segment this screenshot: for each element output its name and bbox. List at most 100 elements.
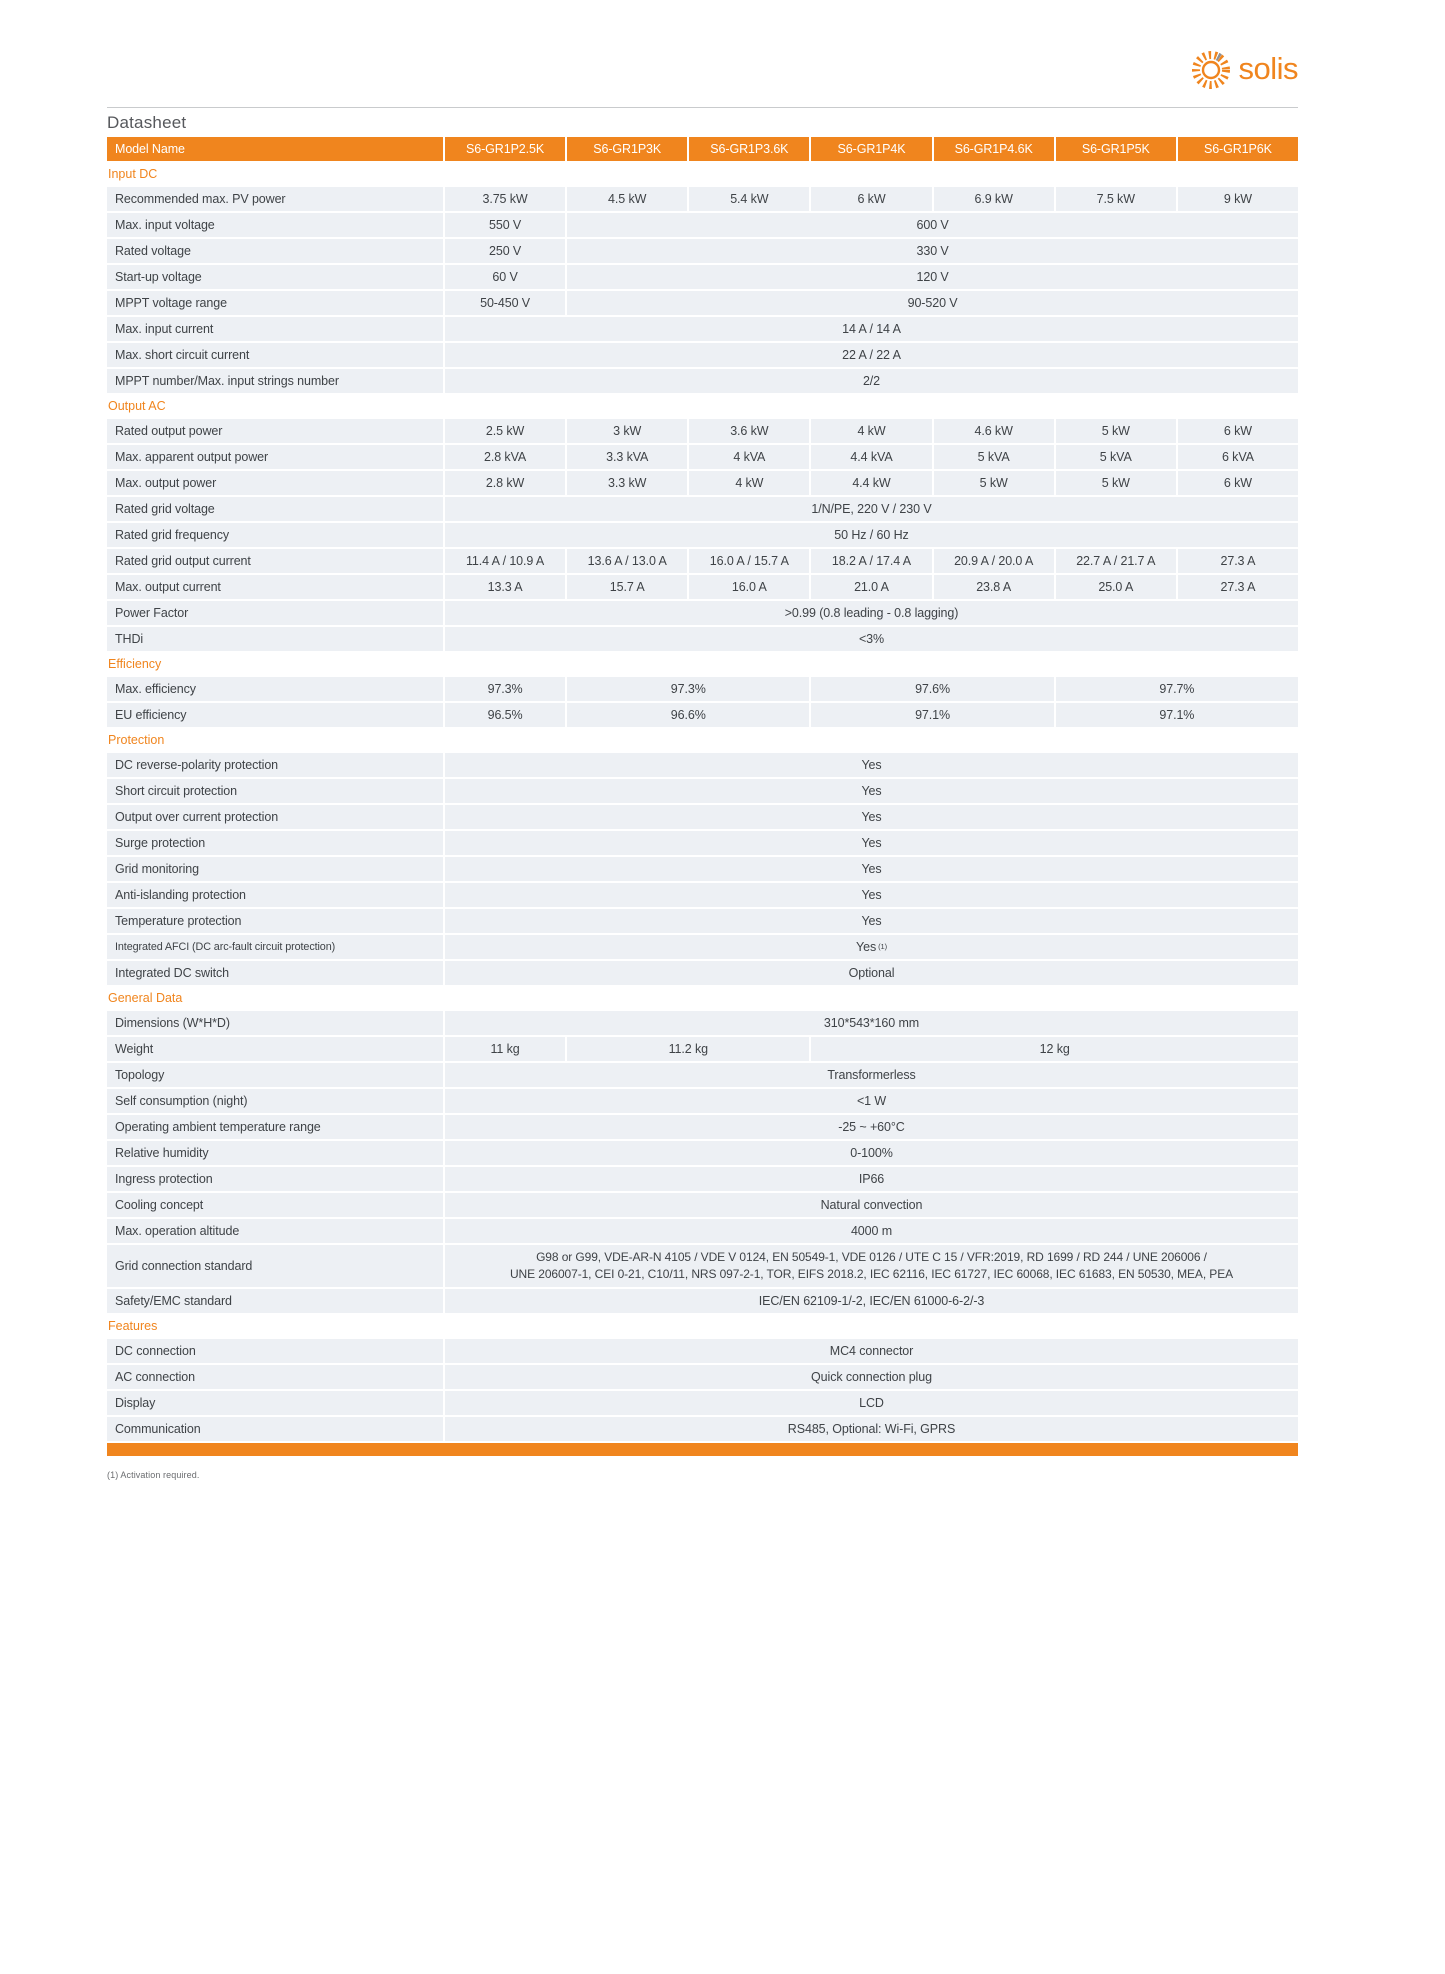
row-label: Rated output power	[107, 419, 443, 443]
table-row: Relative humidity 0-100%	[107, 1141, 1298, 1165]
row-value: 97.7%	[1055, 677, 1298, 701]
section-title: Input DC	[108, 167, 158, 181]
row-label: Integrated DC switch	[107, 961, 443, 985]
row-label: Safety/EMC standard	[107, 1288, 443, 1313]
row-value: 550 V	[445, 213, 566, 237]
row-value: Yes	[445, 909, 1298, 933]
row-value: 4.6 kW	[933, 419, 1054, 443]
row-value: Yes (1)	[445, 935, 1298, 959]
row-value: 4000 m	[445, 1219, 1298, 1243]
row-value: 6 kW	[1177, 471, 1298, 495]
row-value: 6 kVA	[1177, 445, 1298, 469]
row-value: 15.7 A	[567, 575, 688, 599]
row-value: 5 kW	[1055, 471, 1176, 495]
row-label: Rated grid frequency	[107, 523, 443, 547]
row-value: 7.5 kW	[1055, 187, 1176, 211]
row-value: 120 V	[567, 265, 1298, 289]
row-value: 250 V	[445, 239, 566, 263]
section-title: Efficiency	[108, 657, 162, 671]
table-row: Safety/EMC standard IEC/EN 62109-1/-2, IE…	[107, 1288, 1298, 1313]
sun-icon	[1192, 51, 1231, 89]
row-value: 3.3 kW	[567, 471, 688, 495]
row-value: 11 kg	[445, 1037, 566, 1061]
row-label: EU efficiency	[107, 703, 443, 727]
table-row: Rated grid voltage 1/N/PE, 220 V / 230 V	[107, 497, 1298, 521]
row-label: Communication	[107, 1416, 443, 1441]
row-value: 3.6 kW	[689, 419, 810, 443]
row-value: 4 kW	[811, 419, 932, 443]
row-label: Display	[107, 1390, 443, 1415]
row-label: DC connection	[107, 1338, 443, 1363]
model-header-cell: S6-GR1P5K	[1055, 137, 1176, 161]
model-name-header: Model Name	[107, 137, 443, 161]
row-label: Grid connection standard	[107, 1245, 443, 1287]
table-row: Display LCD	[107, 1390, 1298, 1415]
table-row: Temperature protection Yes	[107, 909, 1298, 933]
table-row: Cooling concept Natural convection	[107, 1193, 1298, 1217]
row-value: 96.5%	[445, 703, 566, 727]
table-row: Start-up voltage 60 V 120 V	[107, 265, 1298, 289]
row-value: 50 Hz / 60 Hz	[445, 523, 1298, 547]
table-row: MPPT voltage range 50-450 V 90-520 V	[107, 291, 1298, 315]
row-value: 27.3 A	[1177, 549, 1298, 573]
table-row: Max. output power 2.8 kW 3.3 kW 4 kW 4.4 kW 5…	[107, 471, 1298, 495]
row-value: 16.0 A / 15.7 A	[689, 549, 810, 573]
model-header-cell: S6-GR1P4.6K	[933, 137, 1054, 161]
row-value: 13.3 A	[445, 575, 566, 599]
table-row: Power Factor >0.99 (0.8 leading - 0.8 lag…	[107, 601, 1298, 625]
table-row: Dimensions (W*H*D) 310*543*160 mm	[107, 1011, 1298, 1035]
row-value: 6.9 kW	[933, 187, 1054, 211]
row-label: Topology	[107, 1063, 443, 1087]
row-label: DC reverse-polarity protection	[107, 753, 443, 777]
row-value: LCD	[445, 1390, 1298, 1415]
table-row: Output over current protection Yes	[107, 805, 1298, 829]
row-label: Output over current protection	[107, 805, 443, 829]
row-value: >0.99 (0.8 leading - 0.8 lagging)	[445, 601, 1298, 625]
row-value: Optional	[445, 961, 1298, 985]
row-value: 330 V	[567, 239, 1298, 263]
table-row: Self consumption (night) <1 W	[107, 1089, 1298, 1113]
row-value: 22.7 A / 21.7 A	[1055, 549, 1176, 573]
row-value: 600 V	[567, 213, 1298, 237]
row-value: MC4 connector	[445, 1338, 1298, 1363]
table-row: Short circuit protection Yes	[107, 779, 1298, 803]
table-row: Integrated DC switch Optional	[107, 961, 1298, 985]
table-row: Rated output power 2.5 kW 3 kW 3.6 kW 4 kW 4.…	[107, 419, 1298, 443]
section-title: Features	[108, 1318, 158, 1333]
section-title: Protection	[108, 733, 165, 747]
row-value: 310*543*160 mm	[445, 1011, 1298, 1035]
table-row: Weight 11 kg 11.2 kg 12 kg	[107, 1037, 1298, 1061]
row-value: RS485, Optional: Wi-Fi, GPRS	[445, 1416, 1298, 1441]
row-value: 5.4 kW	[689, 187, 810, 211]
row-label: Integrated AFCI (DC arc-fault circuit pr…	[107, 935, 443, 959]
row-value: 3.3 kVA	[567, 445, 688, 469]
row-value: 18.2 A / 17.4 A	[811, 549, 932, 573]
row-value: 50-450 V	[445, 291, 566, 315]
table-row: Ingress protection IP66	[107, 1167, 1298, 1191]
row-value: 97.1%	[811, 703, 1054, 727]
row-value: Yes	[445, 857, 1298, 881]
row-value: 23.8 A	[933, 575, 1054, 599]
row-label: Max. output power	[107, 471, 443, 495]
row-value: 4.4 kVA	[811, 445, 932, 469]
model-header-cell: S6-GR1P3K	[567, 137, 688, 161]
table-row: Anti-islanding protection Yes	[107, 883, 1298, 907]
row-value: Transformerless	[445, 1063, 1298, 1087]
row-value: 9 kW	[1177, 187, 1298, 211]
table-row: Surge protection Yes	[107, 831, 1298, 855]
row-value: 90-520 V	[567, 291, 1298, 315]
table-row: Max. apparent output power 2.8 kVA 3.3 kVA…	[107, 445, 1298, 469]
row-label: Temperature protection	[107, 909, 443, 933]
table-row: DC reverse-polarity protection Yes	[107, 753, 1298, 777]
table-row: Operating ambient temperature range -25 ~…	[107, 1115, 1298, 1139]
row-value: Yes	[445, 883, 1298, 907]
section-title: General Data	[108, 991, 183, 1005]
row-label: Relative humidity	[107, 1141, 443, 1165]
row-label: Rated grid output current	[107, 549, 443, 573]
row-value: 2/2	[445, 369, 1298, 393]
solis-logo: solis	[1189, 48, 1298, 92]
table-row: Max. input current 14 A / 14 A	[107, 317, 1298, 341]
brand-wordmark: solis	[1238, 50, 1298, 86]
row-value: 16.0 A	[689, 575, 810, 599]
row-value: Yes	[445, 753, 1298, 777]
